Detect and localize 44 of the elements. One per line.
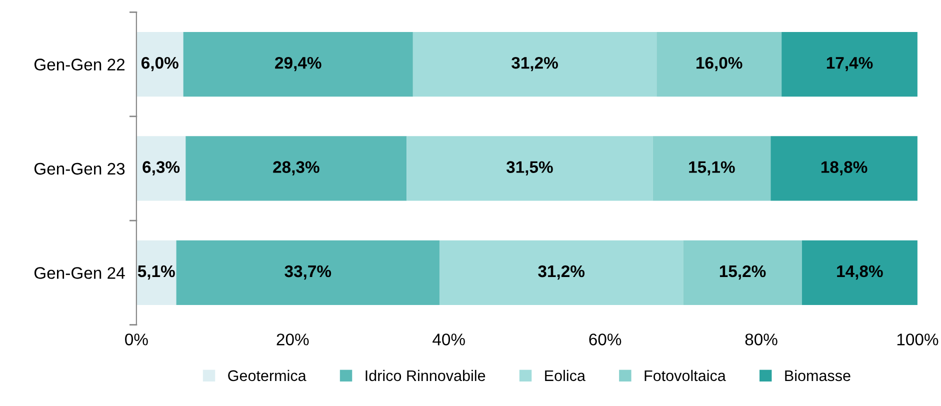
bar bbox=[770, 136, 918, 201]
x-tick-label: 100% bbox=[897, 334, 938, 346]
bar bbox=[183, 32, 413, 97]
bar bbox=[136, 136, 186, 201]
legend-label: Biomasse bbox=[785, 370, 850, 382]
data-label: 17,4% bbox=[826, 56, 873, 72]
x-tick-label: 40% bbox=[432, 334, 465, 346]
bar bbox=[802, 240, 918, 305]
bar bbox=[406, 136, 653, 201]
legend-label: Fotovoltaica bbox=[644, 370, 726, 382]
data-label: 15,1% bbox=[689, 161, 735, 176]
data-label: 29,4% bbox=[275, 56, 322, 72]
bar bbox=[656, 32, 782, 97]
y-tick-label: Gen-Gen 22 bbox=[34, 58, 125, 70]
bar bbox=[782, 32, 918, 97]
x-tick-label: 20% bbox=[276, 334, 309, 346]
data-label: 31,5% bbox=[506, 161, 553, 176]
legend-label: Eolica bbox=[545, 370, 586, 382]
bar bbox=[683, 240, 802, 305]
data-label: 5,1% bbox=[138, 265, 175, 280]
legend-label: Geotermica bbox=[228, 370, 306, 382]
data-label: 15,2% bbox=[720, 265, 766, 280]
y-tick-label: Gen-Gen 23 bbox=[34, 162, 125, 175]
bar bbox=[176, 240, 440, 305]
data-label: 31,2% bbox=[512, 56, 558, 72]
y-tick-label: Gen-Gen 24 bbox=[34, 267, 125, 279]
bar bbox=[136, 32, 184, 97]
data-label: 16,0% bbox=[696, 56, 742, 72]
bar bbox=[136, 240, 176, 305]
data-label: 14,8% bbox=[837, 265, 883, 280]
legend-label: Idrico Rinnovabile bbox=[366, 370, 486, 382]
bar bbox=[412, 32, 657, 97]
bar bbox=[652, 136, 771, 201]
x-tick-label: 0% bbox=[125, 334, 148, 346]
bar bbox=[186, 136, 407, 201]
x-tick-label: 60% bbox=[589, 334, 622, 346]
bar bbox=[439, 240, 684, 305]
data-label: 6,3% bbox=[142, 161, 180, 176]
data-label: 6,0% bbox=[141, 56, 178, 72]
x-tick-label: 80% bbox=[745, 334, 778, 346]
data-label: 28,3% bbox=[273, 161, 320, 176]
data-label: 31,2% bbox=[538, 265, 585, 280]
data-label: 33,7% bbox=[284, 265, 332, 280]
data-label: 18,8% bbox=[821, 161, 868, 176]
